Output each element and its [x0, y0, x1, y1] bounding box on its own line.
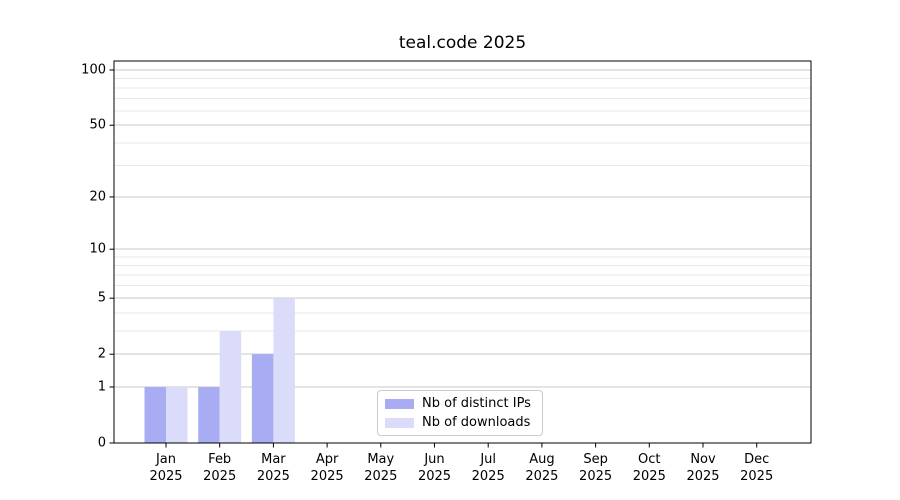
x-tick-label-year: 2025 [203, 469, 236, 484]
bar-downloads [166, 386, 188, 443]
x-tick-label-month: Dec [744, 452, 769, 467]
legend-label-downloads: Nb of downloads [422, 415, 531, 430]
y-tick-label: 50 [89, 118, 106, 133]
bar-distinct-ips [251, 354, 274, 443]
x-tick-label-month: Jun [423, 452, 444, 467]
x-tick-label-year: 2025 [364, 469, 397, 484]
chart-title: teal.code 2025 [398, 33, 527, 53]
y-tick-label: 1 [98, 379, 106, 394]
plot-frame [113, 60, 812, 444]
x-tick-label-year: 2025 [311, 469, 344, 484]
bar-distinct-ips [198, 386, 220, 443]
x-tick-label-month: May [367, 452, 394, 467]
bar-downloads [219, 330, 242, 443]
x-tick-label-month: Nov [690, 452, 716, 467]
legend-swatch-distinct-ips [385, 398, 414, 409]
legend-label-distinct-ips: Nb of distinct IPs [422, 396, 531, 411]
y-tick-label: 10 [89, 242, 106, 257]
x-tick-label-year: 2025 [257, 469, 290, 484]
x-tick-label-year: 2025 [472, 469, 505, 484]
x-tick-label-year: 2025 [686, 469, 719, 484]
x-tick-label-year: 2025 [418, 469, 451, 484]
y-tick-label: 20 [89, 189, 106, 204]
y-tick-label: 0 [98, 436, 106, 451]
bar-downloads [273, 298, 295, 443]
x-tick-label-year: 2025 [525, 469, 558, 484]
x-tick-label-month: Mar [261, 452, 286, 467]
legend-item-downloads: Nb of downloads [385, 415, 542, 430]
y-tick-label: 100 [81, 63, 106, 78]
x-tick-label-year: 2025 [633, 469, 666, 484]
x-tick-label-month: Jan [155, 452, 176, 467]
legend-swatch-downloads [385, 417, 414, 428]
x-tick-label-year: 2025 [740, 469, 773, 484]
x-tick-label-month: Jul [479, 452, 496, 467]
bar-distinct-ips [144, 386, 166, 443]
x-tick-label-year: 2025 [149, 469, 182, 484]
x-tick-label-month: Apr [316, 452, 339, 467]
y-tick-label: 2 [98, 347, 106, 362]
y-tick-label: 5 [98, 291, 106, 306]
legend-item-distinct-ips: Nb of distinct IPs [385, 396, 542, 411]
x-tick-label-month: Feb [208, 452, 231, 467]
x-tick-label-month: Oct [638, 452, 660, 467]
x-tick-label-year: 2025 [579, 469, 612, 484]
x-tick-label-month: Aug [529, 452, 554, 467]
x-tick-label-month: Sep [583, 452, 608, 467]
legend: Nb of distinct IPs Nb of downloads [377, 390, 543, 436]
